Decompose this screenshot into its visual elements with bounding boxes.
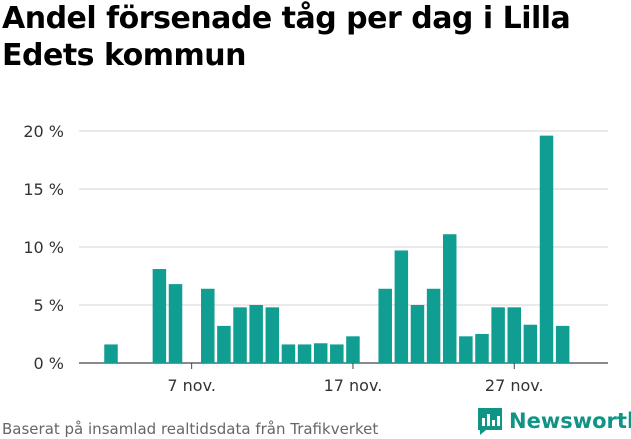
brand-logo: Newsworthy bbox=[477, 406, 631, 436]
bar-chart: 0 % 5 % 10 % 15 % 20 % 7 nov. 17 nov. 27 nov. bbox=[23, 122, 608, 395]
x-tick-label: 7 nov. bbox=[167, 376, 216, 395]
bar-14-nov bbox=[313, 343, 328, 363]
bar-11-nov bbox=[265, 307, 280, 363]
y-tick-label: 10 % bbox=[23, 238, 64, 257]
bar-21-nov bbox=[426, 288, 441, 363]
bar-15-nov bbox=[330, 344, 344, 363]
bar-18-nov bbox=[378, 288, 392, 363]
bar-26-nov bbox=[507, 307, 521, 363]
bar-10-nov bbox=[249, 305, 263, 363]
newsworthy-logo-icon bbox=[478, 408, 502, 435]
bar-9-nov bbox=[233, 307, 247, 363]
bar-27-nov bbox=[523, 324, 538, 363]
bar-12-nov bbox=[281, 344, 296, 363]
x-tick-label: 17 nov. bbox=[324, 376, 383, 395]
bar-23-nov bbox=[459, 336, 473, 363]
bar-24-nov bbox=[475, 334, 489, 363]
bar-4-nov bbox=[152, 269, 167, 363]
bar-29-nov bbox=[555, 325, 570, 363]
brand-name: Newsworthy bbox=[509, 409, 631, 433]
bar-16-nov bbox=[346, 336, 360, 363]
bar-1-nov bbox=[104, 344, 118, 363]
bar-7-nov bbox=[201, 288, 215, 363]
bars bbox=[104, 135, 570, 363]
x-axis-tick-labels: 7 nov. 17 nov. 27 nov. bbox=[167, 363, 544, 395]
bar-13-nov bbox=[297, 344, 312, 363]
y-axis-tick-labels: 0 % 5 % 10 % 15 % 20 % bbox=[23, 122, 64, 373]
bar-5-nov bbox=[168, 284, 183, 363]
bar-8-nov bbox=[217, 325, 231, 363]
bar-20-nov bbox=[410, 305, 425, 363]
source-note: Baserat på insamlad realtidsdata från Tr… bbox=[2, 420, 379, 438]
bar-28-nov bbox=[539, 135, 554, 363]
x-tick-label: 27 nov. bbox=[485, 376, 544, 395]
y-tick-label: 0 % bbox=[34, 354, 64, 373]
bar-19-nov bbox=[394, 250, 409, 363]
y-tick-label: 15 % bbox=[23, 180, 64, 199]
chart-title: Andel försenade tåg per dag i Lilla Edet… bbox=[2, 1, 571, 73]
bar-25-nov bbox=[491, 307, 505, 363]
y-tick-label: 5 % bbox=[34, 296, 64, 315]
bar-22-nov bbox=[442, 234, 457, 363]
y-tick-label: 20 % bbox=[23, 122, 64, 141]
